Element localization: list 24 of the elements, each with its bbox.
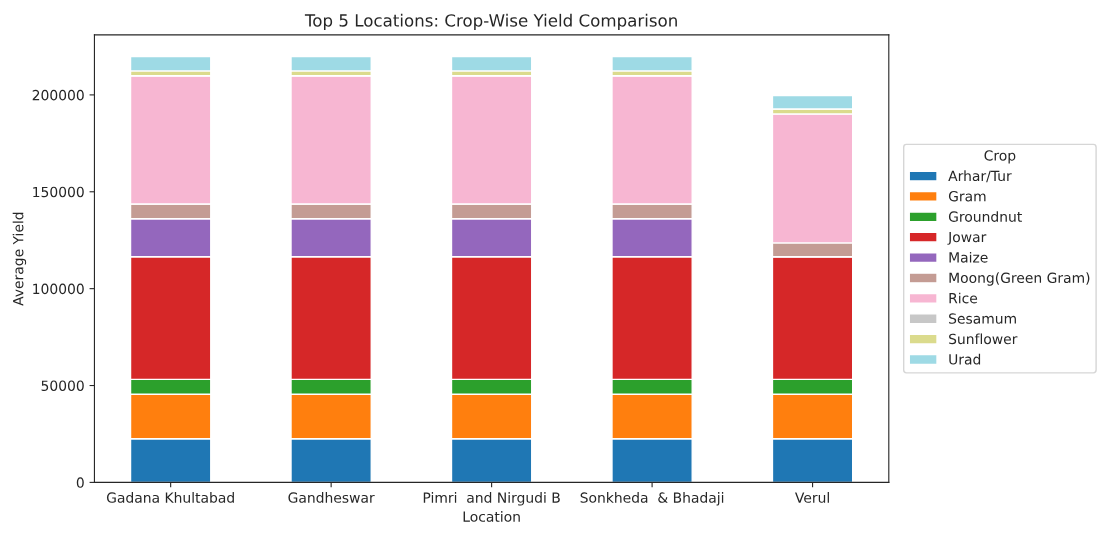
y-tick-label: 150000 xyxy=(33,186,84,198)
legend-label: Sesamum xyxy=(949,313,1016,324)
y-tick-label: 50000 xyxy=(41,380,84,391)
x-tick-label: Pimri and Nirgudi B xyxy=(423,492,560,506)
legend-label: Sunflower xyxy=(949,333,1018,345)
y-axis-title: Average Yield xyxy=(12,212,27,306)
legend-label: Maize xyxy=(949,251,988,263)
legend-title: Crop xyxy=(984,150,1016,164)
y-tick-label: 0 xyxy=(76,477,84,488)
x-tick-label: Sonkheda & Bhadaji xyxy=(580,492,724,506)
x-tick-label: Gadana Khultabad xyxy=(106,492,234,503)
x-tick-label: Verul xyxy=(795,492,829,503)
legend-label: Urad xyxy=(949,353,981,365)
legend-label: Rice xyxy=(949,292,978,304)
y-tick-label: 200000 xyxy=(32,89,84,101)
x-axis-title: Location xyxy=(463,511,520,522)
legend-label: Moong(Green Gram) xyxy=(949,272,1090,286)
legend-label: Gram xyxy=(948,190,986,202)
legend-label: Arhar/Tur xyxy=(948,170,1012,183)
x-tick-label: Gandheswar xyxy=(288,492,375,503)
legend-label: Groundnut xyxy=(948,211,1022,222)
legend-label: Jowar xyxy=(947,231,987,245)
y-tick-label: 100000 xyxy=(33,283,84,295)
chart-title: Top 5 Locations: Crop-Wise Yield Comparison xyxy=(304,13,677,30)
